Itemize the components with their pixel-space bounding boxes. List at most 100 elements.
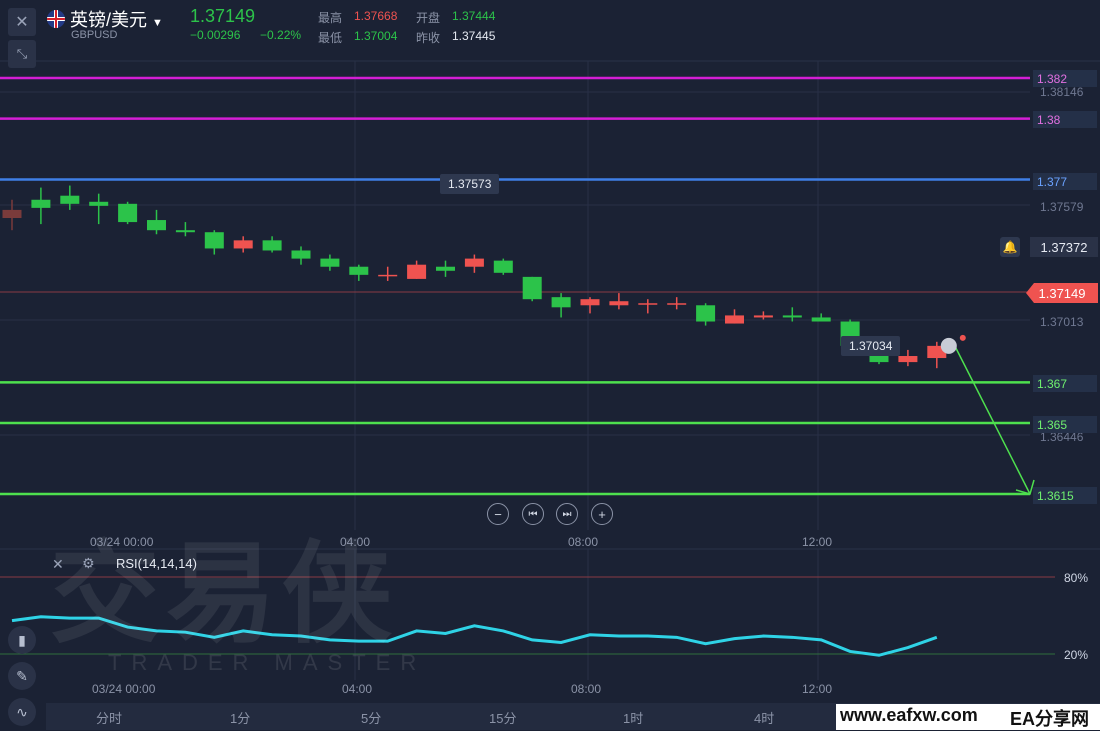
time-tick: 04:00: [340, 535, 371, 549]
candle-body: [898, 356, 918, 363]
forecast-arrow: [954, 345, 1031, 495]
symbol-code: GBPUSD: [71, 29, 118, 41]
brand-banner: [836, 704, 1100, 730]
bottom-time-tick: 12:00: [802, 682, 833, 696]
prev-close-value: 1.37445: [452, 29, 496, 43]
candle-body: [89, 201, 109, 206]
hline-label[interactable]: 1.377: [1033, 173, 1097, 190]
zoom-out-button[interactable]: −: [487, 503, 509, 525]
candle-body: [725, 315, 744, 324]
time-tick: 03/24 00:00: [90, 535, 154, 549]
hline-label[interactable]: 1.382: [1033, 70, 1097, 87]
hline-label[interactable]: 1.367: [1033, 375, 1097, 392]
tf-15m[interactable]: 15分: [489, 711, 517, 726]
candle-body: [349, 266, 369, 275]
draw-tool-button[interactable]: ✎: [8, 662, 36, 690]
price-change: −0.00296: [190, 28, 241, 42]
candle-body: [667, 303, 687, 305]
candle-body: [436, 266, 455, 271]
brand-name: EA分享网: [1010, 709, 1090, 729]
high-value: 1.37668: [354, 9, 398, 23]
candle-type-button[interactable]: ▮: [8, 626, 36, 654]
candle-icon: ▮: [18, 631, 26, 648]
bell-icon[interactable]: 🔔: [1000, 237, 1020, 257]
hline-label[interactable]: 1.38: [1033, 111, 1097, 128]
price-tick: 1.37579: [1040, 200, 1084, 214]
symbol-title[interactable]: 英镑/美元 ▼: [70, 6, 163, 32]
candle-body: [60, 195, 80, 204]
candle-body: [291, 250, 311, 259]
marker-dot: [959, 334, 966, 341]
candle-body: [407, 264, 427, 279]
candle-body: [551, 297, 571, 308]
arrow-head: [1015, 479, 1035, 495]
collapse-icon: ⤡: [16, 46, 28, 61]
tf-4h[interactable]: 4时: [754, 711, 775, 726]
close-icon: ✕: [15, 14, 29, 31]
high-label: 最高: [318, 11, 343, 25]
candle-body: [118, 203, 138, 223]
candle-body: [147, 220, 166, 231]
hline-label[interactable]: 1.365: [1033, 416, 1097, 433]
candle-body: [493, 260, 513, 273]
candle-body: [638, 303, 658, 305]
candle-body: [204, 232, 224, 249]
candle-body: [609, 301, 629, 306]
info-icon: [940, 337, 957, 354]
time-tick: 08:00: [568, 535, 599, 549]
tf-1h[interactable]: 1时: [623, 711, 644, 726]
price-tick: 1.38146: [1040, 85, 1084, 99]
tf-1m[interactable]: 1分: [230, 711, 251, 726]
current-price-tag: 1.37149: [1026, 283, 1098, 303]
bottom-time-tick: 04:00: [342, 682, 373, 696]
rsi-line: [11, 615, 938, 657]
candle-body: [782, 315, 802, 318]
pencil-icon: ✎: [16, 667, 28, 684]
high-callout: 1.37573: [440, 174, 500, 194]
watermark-logo-sub: TRADER MASTER: [108, 650, 427, 675]
alert-price: 1.37372: [1030, 237, 1098, 257]
uk-flag-icon: [47, 10, 65, 28]
watermark-logo-text: 交易侠: [50, 533, 398, 656]
zoom-in-button[interactable]: +: [591, 503, 613, 525]
low-callout: 1.37034: [841, 336, 901, 356]
low-label: 最低: [318, 31, 343, 45]
bottom-time-tick: 08:00: [571, 682, 602, 696]
rsi-close-icon[interactable]: ✕: [52, 556, 64, 572]
skip-back-icon: ⏮: [528, 508, 538, 520]
watermark-logo: 交易侠 TRADER MASTER: [50, 540, 450, 690]
indicator-button[interactable]: ∿: [8, 698, 36, 726]
candle-body: [233, 240, 253, 249]
candle-body: [753, 315, 773, 318]
hline-label[interactable]: 1.3615: [1033, 487, 1097, 504]
close-button[interactable]: ✕: [8, 8, 36, 36]
low-value: 1.37004: [354, 29, 398, 43]
tf-tick[interactable]: 分时: [96, 711, 123, 726]
candle-body: [522, 276, 542, 300]
price-change-pct: −0.22%: [260, 28, 302, 42]
candle-body: [378, 274, 398, 277]
minus-icon: −: [494, 506, 502, 522]
tf-5m[interactable]: 5分: [361, 711, 382, 726]
open-value: 1.37444: [452, 9, 496, 23]
open-label: 开盘: [416, 11, 441, 25]
bottom-time-tick: 03/24 00:00: [92, 682, 156, 696]
scroll-end-button[interactable]: ⏭: [556, 503, 578, 525]
candle-body: [2, 209, 22, 219]
brand-url: www.eafxw.com: [840, 705, 978, 725]
candle-body: [262, 240, 282, 251]
candle-body: [31, 199, 51, 208]
skip-forward-icon: ⏭: [562, 508, 572, 520]
rsi-label: RSI(14,14,14): [116, 556, 197, 571]
scroll-start-button[interactable]: ⏮: [522, 503, 544, 525]
candle-body: [320, 258, 340, 267]
rsi-settings-icon[interactable]: ⚙: [82, 555, 95, 571]
candle-body: [580, 299, 600, 306]
price-tick: 1.36446: [1040, 430, 1084, 444]
collapse-button[interactable]: ⤡: [8, 40, 36, 68]
rsi-level-80: 80%: [1064, 571, 1089, 585]
last-price: 1.37149: [190, 6, 256, 26]
symbol-title-text: 英镑/美元: [70, 10, 148, 30]
candle-body: [464, 258, 484, 267]
